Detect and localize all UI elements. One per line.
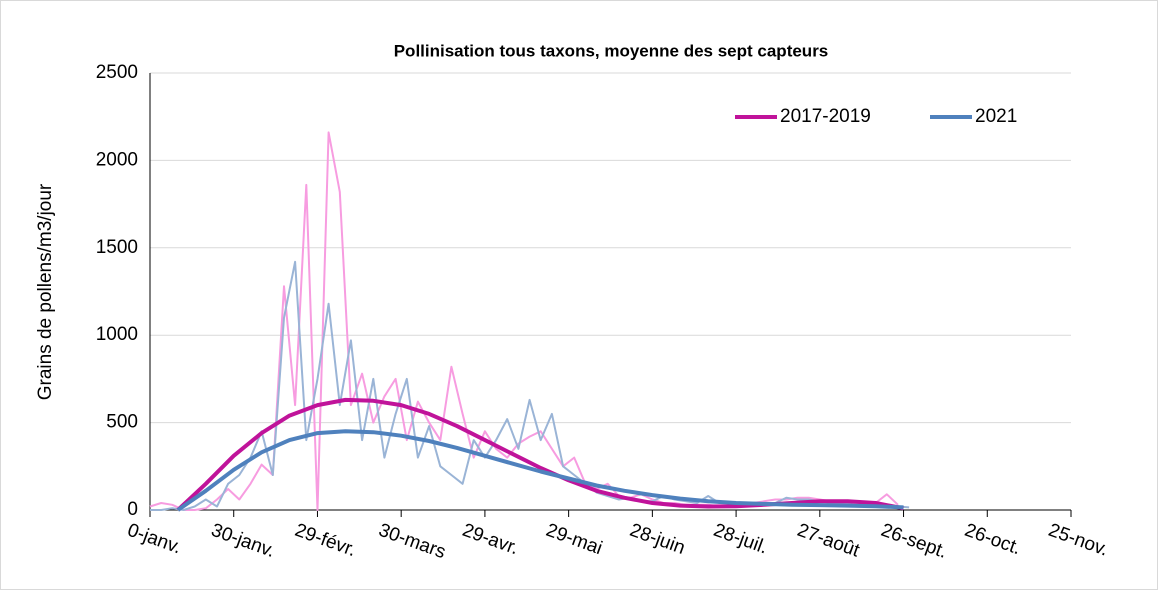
legend-label: 2017-2019 — [780, 106, 871, 127]
y-tick-label: 500 — [106, 412, 138, 433]
y-tick-label: 2500 — [96, 62, 138, 83]
y-tick-label: 0 — [127, 499, 138, 520]
trend-line — [176, 429, 904, 512]
y-tick-label: 1000 — [96, 324, 138, 345]
y-tick-label: 1500 — [96, 237, 138, 258]
legend-label: 2021 — [975, 106, 1017, 127]
y-tick-label: 2000 — [96, 149, 138, 170]
y-axis-label: Grains de pollens/m3/jour — [35, 183, 56, 400]
chart-title: Pollinisation tous taxons, moyenne des s… — [394, 41, 829, 60]
